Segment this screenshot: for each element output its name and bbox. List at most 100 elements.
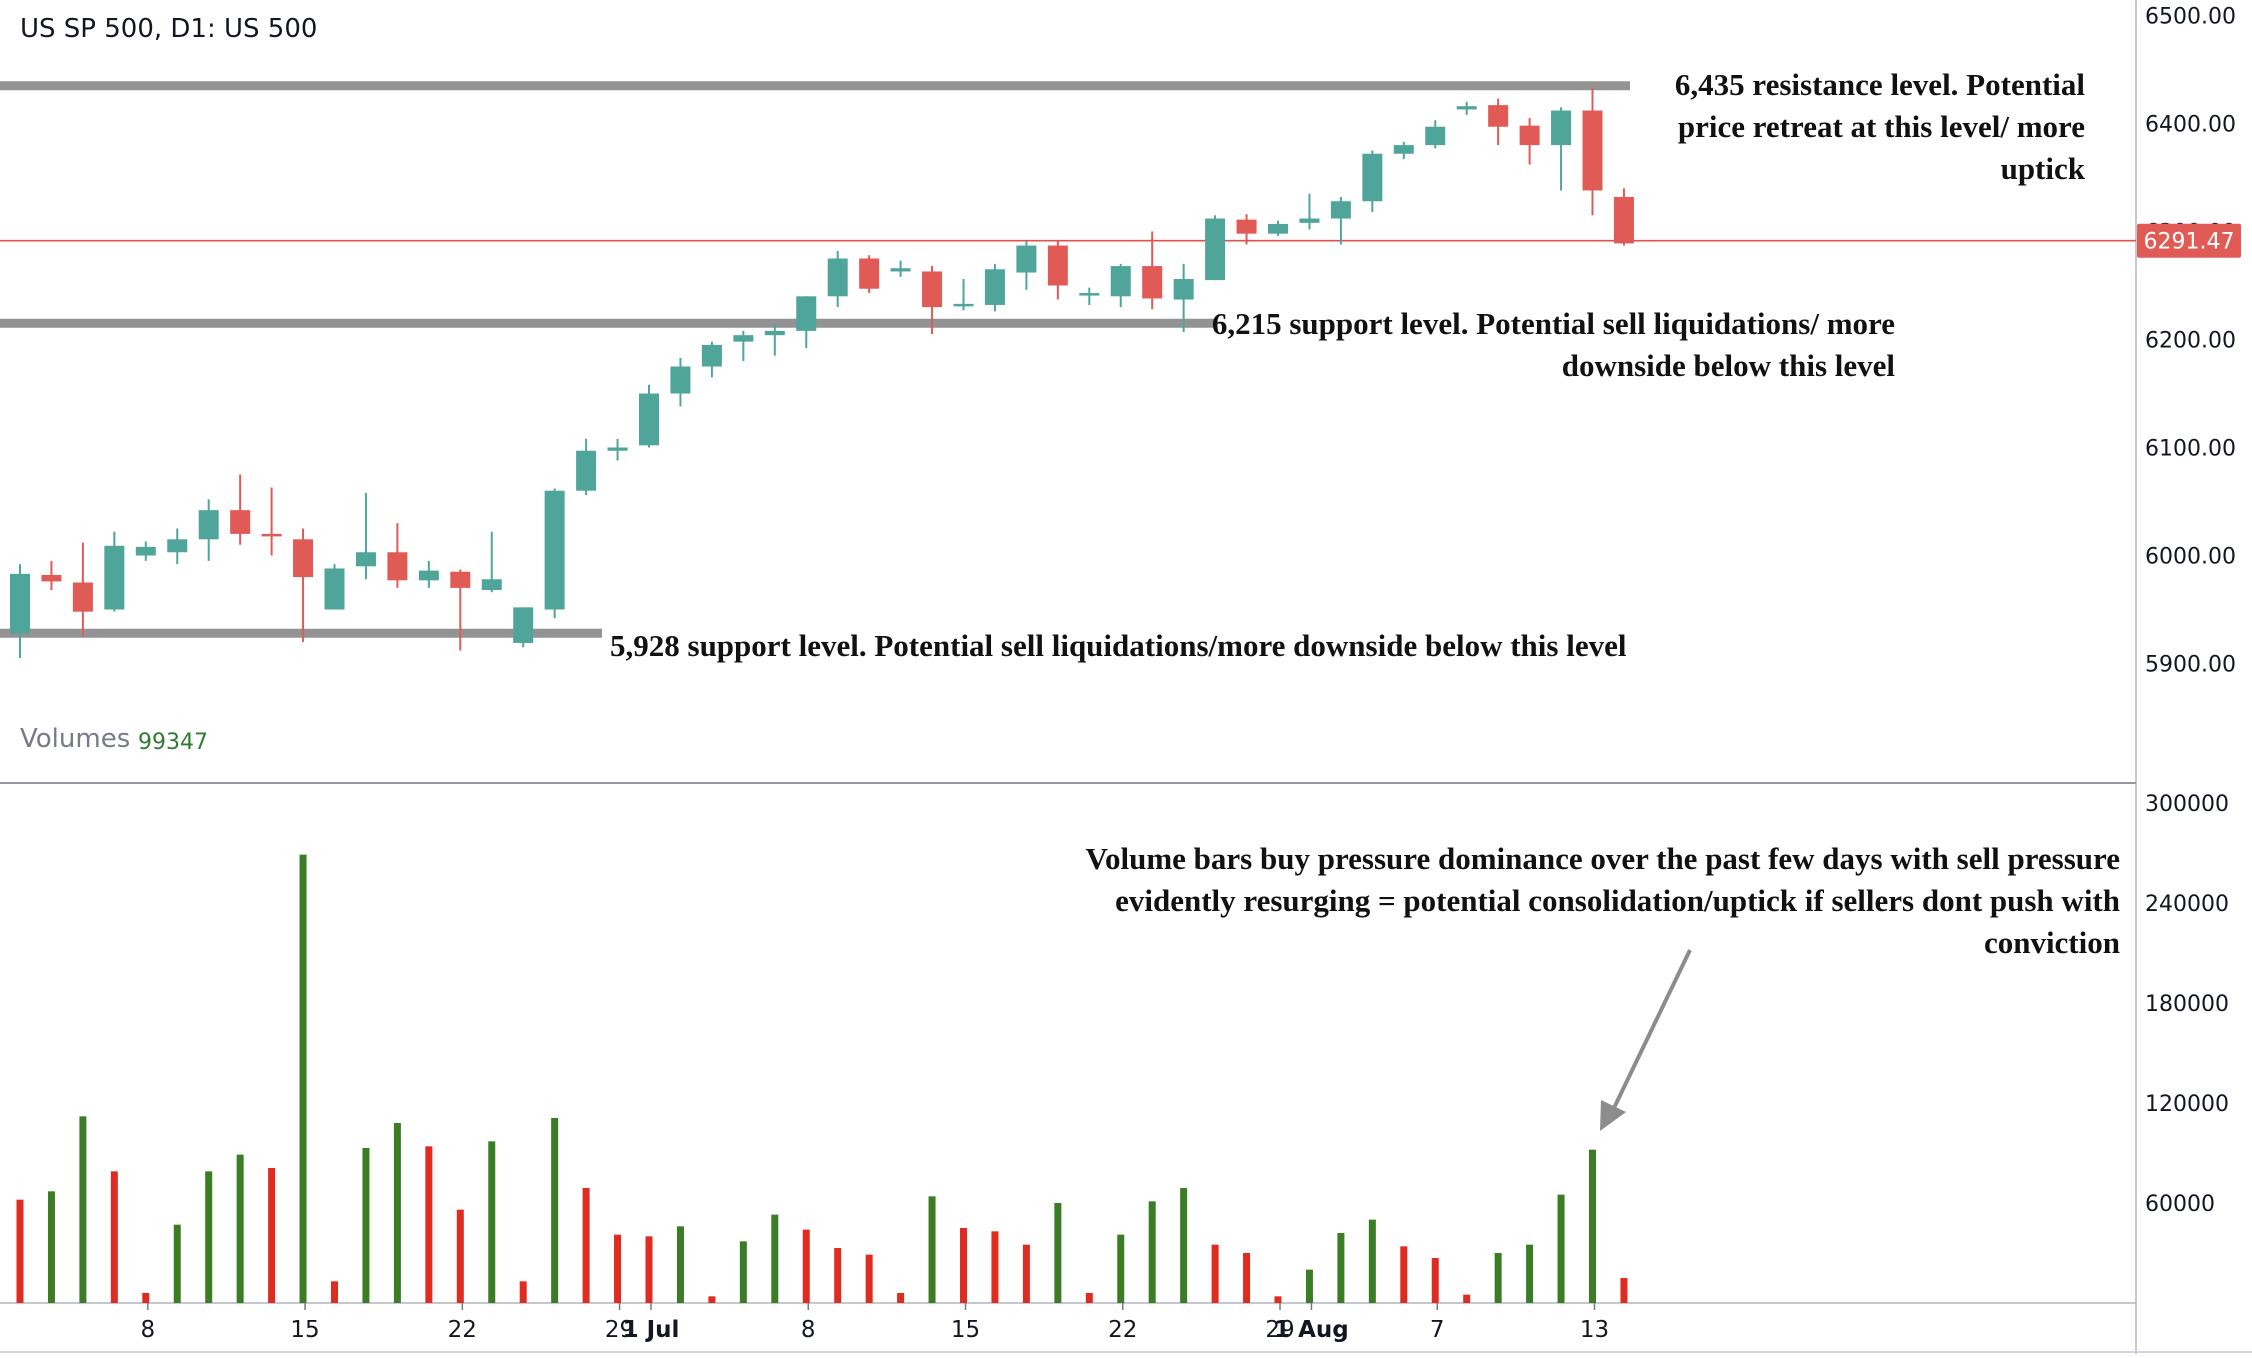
candle-body: [1551, 110, 1572, 146]
resistance-6435-annotation: 6,435 resistance level. Potential price …: [1674, 67, 2085, 186]
price-axis: 5900.006000.006100.006200.006300.006400.…: [140, 5, 2241, 1343]
volume-bar: [299, 854, 307, 1303]
candle: [355, 492, 376, 580]
candle: [953, 279, 974, 311]
candle-body: [135, 546, 156, 556]
candle-body: [1236, 219, 1257, 234]
price-tick-label: 6200.00: [2145, 329, 2236, 354]
candle: [1551, 107, 1572, 191]
candle-body: [1330, 201, 1351, 219]
support-5928-annotation: 5,928 support level. Potential sell liqu…: [610, 628, 1627, 663]
candle: [922, 266, 943, 335]
volume-bar: [16, 1199, 24, 1303]
candle-body: [953, 303, 974, 307]
candle: [1613, 188, 1634, 246]
candle: [418, 560, 439, 588]
arrow-shaft: [1611, 949, 1692, 1111]
volume-bar: [268, 1168, 276, 1303]
volume-bar: [551, 1118, 559, 1303]
candle-body: [639, 393, 659, 446]
candle: [1582, 87, 1603, 216]
time-tick-label: 8: [801, 1317, 816, 1343]
arrow-head: [1600, 1100, 1626, 1131]
time-tick-label: 29: [1265, 1317, 1294, 1343]
time-tick-label: 15: [951, 1317, 980, 1343]
candle: [1047, 240, 1068, 300]
candle: [72, 542, 93, 637]
candle-body: [922, 271, 943, 308]
candle-body: [764, 330, 785, 336]
candle-body: [10, 573, 30, 634]
candle: [387, 523, 408, 588]
candle-body: [72, 582, 93, 612]
candle: [1016, 241, 1037, 290]
candle: [1268, 220, 1288, 236]
time-tick-label: 22: [448, 1317, 477, 1343]
candle: [293, 528, 314, 642]
candle: [513, 607, 534, 648]
volume-panel-label: Volumes: [20, 724, 131, 754]
candle-body: [733, 335, 754, 342]
volume-bar: [1400, 1246, 1408, 1303]
volume-bar: [393, 1123, 401, 1303]
candle-body: [796, 296, 817, 331]
candle: [984, 263, 1005, 312]
candle-body: [576, 450, 597, 491]
volume-bar: [708, 1296, 716, 1303]
candle-body: [1047, 245, 1068, 286]
volume-tick-label: 300000: [2145, 792, 2229, 817]
volume-bar: [897, 1293, 905, 1303]
volume-bar: [173, 1224, 181, 1303]
volume-bar: [362, 1148, 370, 1303]
candle: [41, 560, 62, 591]
volume-bar: [1274, 1296, 1282, 1303]
candle-body: [1456, 106, 1477, 110]
volume-bar: [614, 1234, 622, 1303]
candle-body: [167, 539, 188, 553]
volume-bar: [1557, 1194, 1565, 1303]
time-tick-label: 15: [290, 1317, 319, 1343]
support-resistance-lines: [0, 81, 2136, 638]
candle: [1393, 141, 1414, 160]
volume-bar: [1211, 1244, 1219, 1303]
candle-body: [450, 571, 471, 588]
annotation-arrow: [1600, 949, 1692, 1131]
candle: [1519, 118, 1540, 165]
volume-bar: [1180, 1188, 1188, 1303]
volume-bar: [456, 1209, 464, 1303]
volume-tick-label: 60000: [2145, 1192, 2215, 1217]
volume-bar: [991, 1231, 999, 1303]
volume-bar: [739, 1241, 747, 1303]
price-tick-label: 6400.00: [2145, 113, 2236, 138]
volume-bar: [79, 1116, 87, 1303]
candle-body: [1173, 279, 1194, 300]
time-tick-label: 8: [140, 1317, 155, 1343]
candle: [324, 564, 345, 610]
volume-bar: [582, 1188, 590, 1303]
volume-bar: [1243, 1253, 1251, 1303]
candle-body: [198, 510, 219, 540]
volume-note-annotation: Volume bars buy pressure dominance over …: [1085, 841, 2120, 960]
candle-body: [1142, 266, 1163, 299]
volume-bar: [802, 1229, 810, 1303]
candle-body: [1519, 125, 1540, 146]
volume-bar: [771, 1214, 779, 1303]
candle-body: [1016, 245, 1037, 273]
candle: [1079, 287, 1100, 305]
candle: [1173, 263, 1194, 332]
candle-body: [670, 366, 691, 394]
volume-bar: [1337, 1233, 1345, 1303]
volume-bar: [1463, 1294, 1471, 1303]
candle: [230, 474, 251, 545]
candle: [639, 384, 659, 448]
volume-bar: [425, 1146, 433, 1303]
candle: [607, 438, 628, 461]
candle-body: [1425, 126, 1446, 146]
candle-body: [827, 258, 848, 297]
candle-body: [607, 447, 628, 451]
candle: [701, 341, 722, 378]
candle: [544, 488, 565, 619]
symbol-title: US SP 500, D1: US 500: [20, 14, 318, 44]
